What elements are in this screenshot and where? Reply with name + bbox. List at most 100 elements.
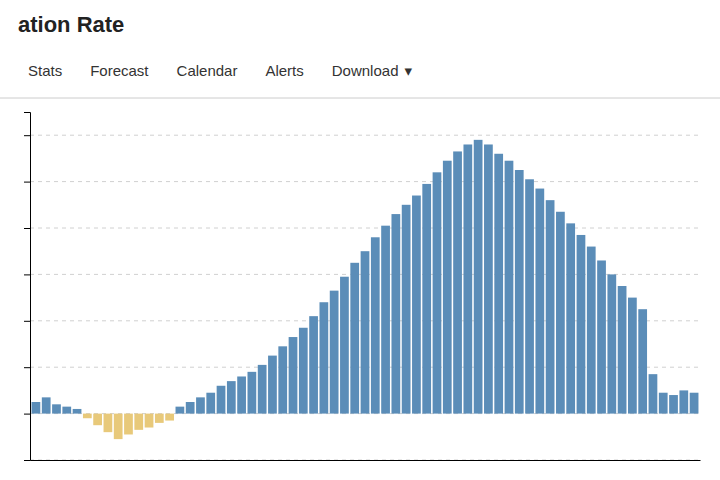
bar [649,374,658,413]
nav-item: Forecast [90,62,149,79]
bar [268,356,277,414]
bar [237,376,246,413]
bar [145,414,154,428]
bar [577,235,586,414]
title: ation Rate [18,12,124,37]
bar [515,170,524,414]
bar [463,144,472,413]
bar [453,151,462,413]
bar [525,179,534,413]
bar [618,286,627,414]
bar [669,395,678,414]
x-axis [31,460,701,461]
nav-item: Alerts [265,62,303,79]
y-tick-mark [24,228,30,229]
nav-item: ▾ [404,62,412,79]
y-tick-mark [24,274,30,275]
bar [124,414,133,435]
bar [278,346,287,413]
x-axis-line [31,460,701,461]
bar [422,184,431,414]
y-tick [24,460,30,461]
y-axis [24,113,31,461]
bar [443,161,452,414]
bar [309,316,318,413]
bar [391,214,400,414]
bar [659,393,668,414]
y-tick-mark [24,321,30,322]
bar [93,414,102,426]
y-tick-mark [24,135,30,136]
bar [361,251,370,413]
bar [402,205,411,414]
bar [340,277,349,414]
y-tick-mark [24,182,30,183]
bar [505,161,514,414]
bar [42,397,51,413]
bar [690,393,699,414]
bar [62,407,71,414]
grid-line [30,228,700,229]
nav-item: Download [332,62,399,79]
bar [217,386,226,414]
bar [32,402,41,414]
bar [155,414,164,423]
bar [350,263,359,414]
grid [30,135,700,460]
bar [474,140,483,414]
bar [289,337,298,414]
bar [83,414,92,419]
bar [381,226,390,414]
grid-line [30,181,700,182]
bar [206,393,215,414]
bar [607,274,616,413]
bar [196,397,205,413]
bar [114,414,123,440]
y-tick [24,367,30,368]
bar [330,291,339,414]
bar [566,223,575,413]
bar [597,260,606,413]
nav-item: Calendar [177,62,238,79]
bars [32,140,699,439]
bar [546,200,555,413]
bar [494,154,503,414]
y-tick [24,414,30,415]
bar [628,298,637,414]
grid-line [30,460,700,461]
y-tick [24,321,30,322]
y-tick [24,274,30,275]
y-tick-mark [24,414,30,415]
bar [186,402,195,414]
bar [104,414,113,433]
bar [248,372,257,414]
bar [679,390,688,413]
y-tick-mark [24,460,30,461]
bar [258,365,267,414]
plot [24,113,701,461]
grid-line [30,135,700,136]
bar [412,196,421,414]
nav-border [0,98,720,99]
bar [134,414,143,430]
chart: ation Rate Stats Forecast Calendar Alerts Dow… [0,0,720,480]
y-tick [24,135,30,136]
y-axis-line [24,113,31,461]
bar [638,309,647,413]
bar [587,247,596,414]
bar [165,414,174,421]
y-tick [24,182,30,183]
nav-item: Stats [28,62,62,79]
bar [484,144,493,413]
bar [176,407,185,414]
y-tick [24,228,30,229]
bar [535,189,544,414]
bar [433,172,442,413]
bar [319,302,328,413]
bar [73,409,82,414]
bar [227,381,236,413]
bar [299,328,308,414]
y-tick-mark [24,367,30,368]
bar [371,237,380,413]
bar [52,404,61,413]
